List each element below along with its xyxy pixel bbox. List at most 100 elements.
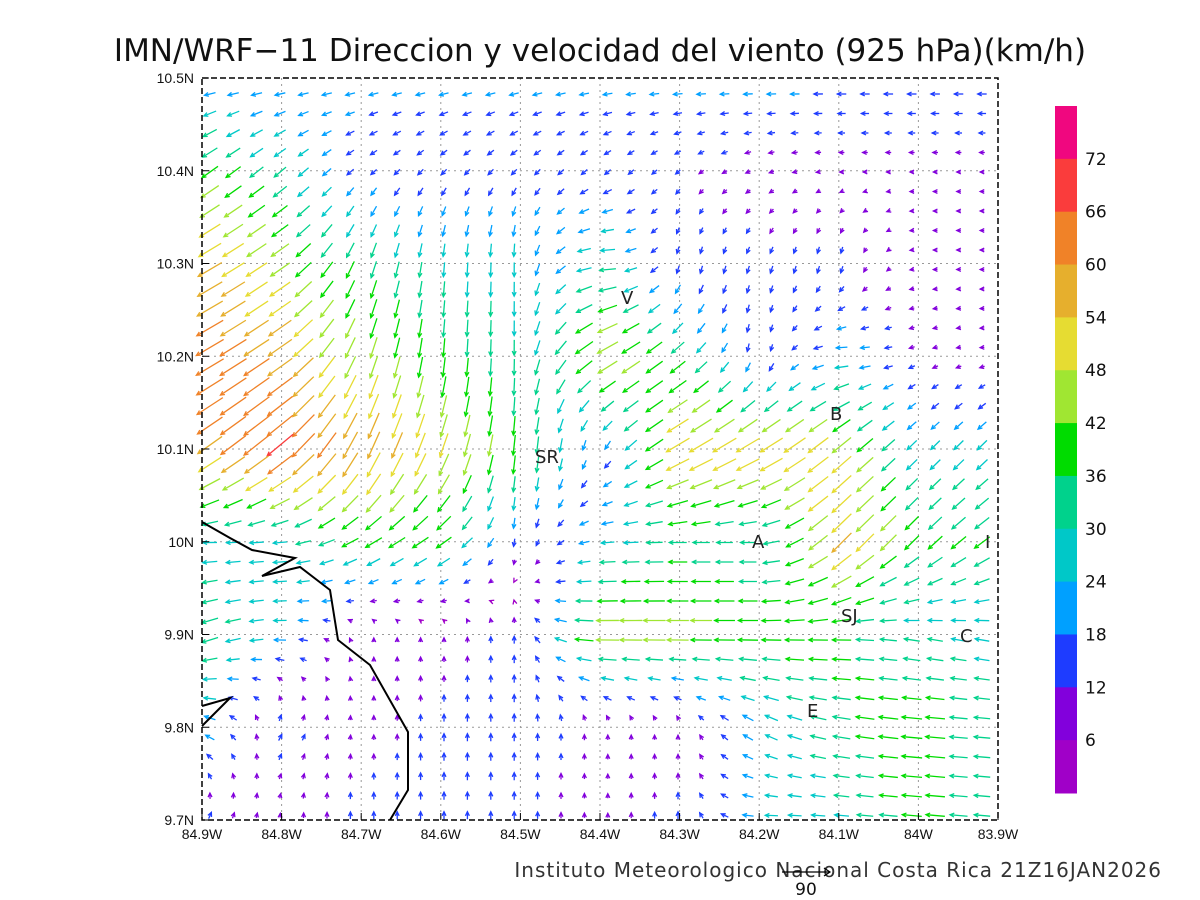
wind-arrow (297, 167, 310, 178)
wind-arrow-head (195, 371, 201, 376)
wind-arrow-shaft (881, 438, 896, 452)
wind-arrow (711, 437, 737, 453)
wind-arrow (792, 285, 798, 294)
wind-arrow-shaft (977, 421, 987, 430)
wind-arrow (344, 337, 356, 359)
wind-arrow (464, 598, 470, 604)
wind-arrow (268, 476, 292, 492)
wind-arrow-head (791, 188, 798, 194)
wind-arrow (294, 281, 313, 298)
wind-arrow (736, 617, 758, 624)
wind-arrow (924, 753, 946, 760)
wind-arrow-shaft (442, 319, 446, 337)
wind-arrow (579, 500, 589, 508)
wind-arrow-shaft (534, 359, 541, 375)
wind-arrow (881, 420, 895, 431)
wind-arrow-shaft (223, 498, 243, 509)
wind-arrow-head (814, 306, 821, 312)
wind-arrow-shaft (582, 439, 587, 451)
wind-arrow (271, 540, 288, 546)
wind-arrow-head (347, 714, 353, 721)
wind-arrow-shaft (463, 433, 472, 457)
wind-arrow-shaft (625, 459, 638, 470)
wind-arrow (839, 208, 845, 214)
wind-arrow-shaft (787, 734, 803, 741)
wind-arrow-head (320, 111, 327, 117)
wind-arrow-head (978, 325, 985, 331)
wind-arrow-head (931, 325, 938, 331)
wind-arrow-shaft (297, 205, 311, 217)
wind-arrow (394, 694, 400, 702)
wind-arrow-head (902, 656, 909, 662)
wind-arrow (534, 206, 541, 217)
wind-arrow-head (973, 580, 980, 586)
wind-arrow-head (534, 504, 540, 511)
wind-arrow-head (769, 228, 775, 235)
wind-arrow-shaft (250, 638, 264, 642)
wind-arrow-shaft (673, 93, 683, 95)
wind-arrow (413, 474, 428, 495)
wind-arrow (534, 187, 541, 196)
wind-arrow-shaft (714, 500, 735, 507)
wind-arrow (464, 206, 470, 217)
wind-arrow (626, 150, 635, 156)
wind-arrow-head (370, 232, 375, 238)
wind-arrow-head (554, 91, 561, 97)
wind-arrow-shaft (488, 396, 493, 416)
wind-arrow-shaft (417, 356, 424, 378)
wind-arrow-head (931, 227, 938, 234)
wind-arrow (441, 693, 447, 702)
colorbar-segment (1055, 106, 1077, 160)
wind-arrow-head (717, 387, 724, 393)
wind-arrow (418, 713, 424, 722)
wind-arrow (441, 618, 448, 624)
wind-arrow (948, 773, 968, 779)
wind-arrow (955, 227, 962, 234)
wind-arrow-head (809, 773, 816, 779)
wind-arrow-shaft (716, 658, 734, 661)
wind-arrow-head (555, 369, 561, 376)
wind-arrow-shaft (390, 452, 404, 477)
wind-arrow-shaft (575, 619, 594, 622)
wind-arrow (441, 187, 447, 197)
wind-arrow (553, 636, 567, 643)
wind-arrow-head (441, 732, 447, 739)
wind-arrow-head (972, 715, 979, 721)
wind-arrow-shaft (225, 520, 242, 526)
wind-arrow-head (300, 733, 306, 740)
wind-arrow-shaft (578, 228, 591, 233)
wind-arrow-head (343, 433, 348, 440)
wind-arrow (879, 598, 897, 605)
wind-arrow (955, 169, 962, 175)
wind-arrow (717, 380, 732, 393)
wind-arrow (292, 475, 314, 493)
wind-arrow-head (511, 311, 517, 318)
wind-arrow-shaft (224, 204, 243, 218)
wind-arrow-head (809, 734, 816, 740)
wind-arrow-head (321, 151, 328, 157)
wind-arrow (763, 714, 779, 722)
wind-arrow-head (598, 387, 605, 393)
wind-arrow (291, 454, 315, 476)
colorbar-label: 42 (1085, 414, 1107, 434)
wind-arrow (808, 714, 827, 721)
wind-arrow-head (487, 411, 493, 417)
wind-arrow (369, 598, 377, 604)
wind-arrow-head (204, 734, 211, 740)
wind-arrow (599, 540, 615, 546)
wind-arrow (693, 676, 708, 682)
wind-arrow-head (254, 733, 260, 740)
wind-arrow-head (371, 810, 377, 817)
wind-arrow (271, 204, 288, 218)
wind-arrow-shaft (901, 774, 923, 779)
wind-arrow-shaft (950, 814, 968, 817)
wind-arrow (578, 208, 590, 214)
wind-arrow-shaft (927, 657, 944, 662)
wind-arrow-shaft (321, 224, 333, 237)
wind-arrow-head (221, 252, 228, 258)
wind-arrow-head (464, 674, 470, 681)
wind-arrow-head (487, 190, 493, 197)
wind-arrow-shaft (322, 111, 332, 116)
wind-arrow (488, 732, 494, 742)
wind-arrow-head (579, 150, 586, 156)
